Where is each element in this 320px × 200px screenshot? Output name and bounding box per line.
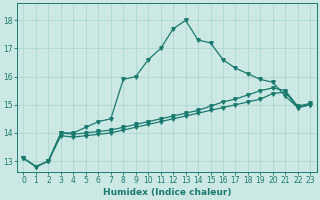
X-axis label: Humidex (Indice chaleur): Humidex (Indice chaleur) — [103, 188, 231, 197]
